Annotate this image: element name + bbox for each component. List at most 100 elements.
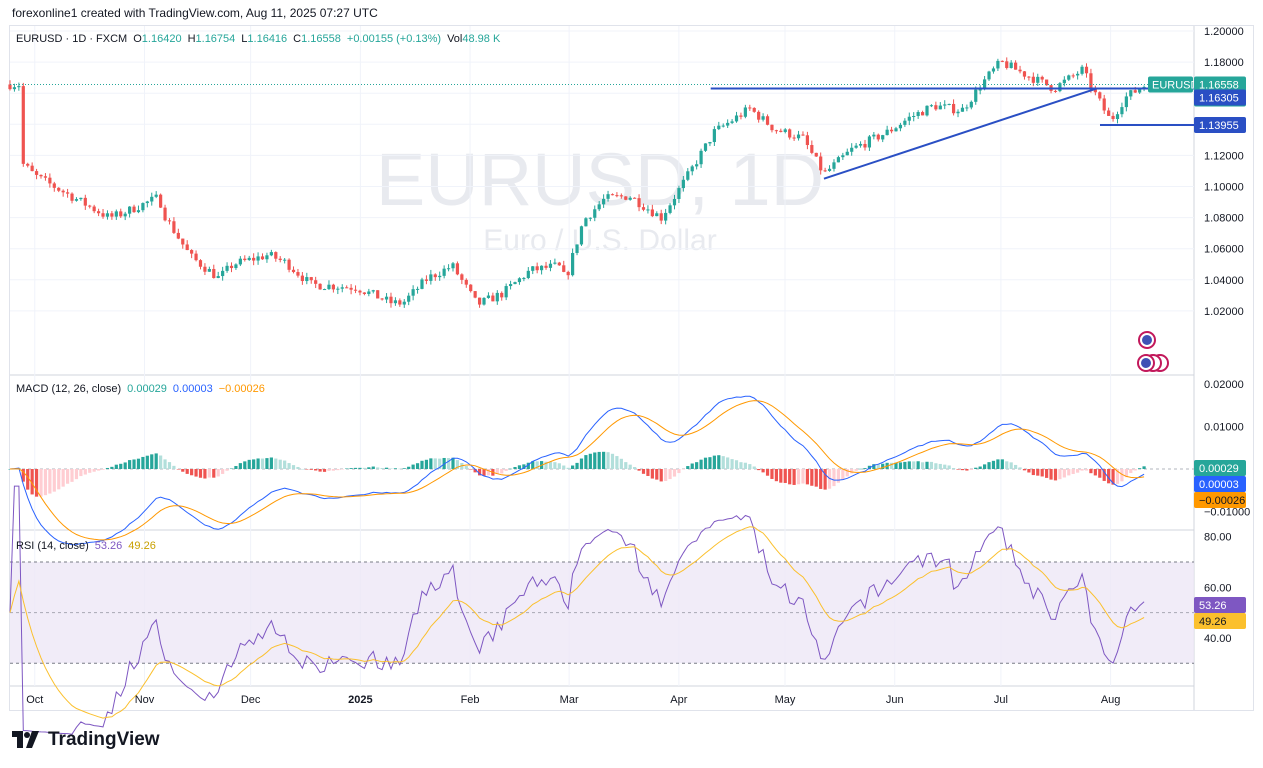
- macd-histogram-bar: [894, 462, 898, 469]
- time-tick-label: Mar: [560, 694, 579, 706]
- macd-histogram-bar: [920, 462, 925, 469]
- macd-histogram-bar: [194, 469, 198, 477]
- economic-event-icons[interactable]: [1137, 331, 1169, 372]
- macd-histogram-bar: [1142, 466, 1146, 469]
- macd-histogram-bar: [376, 467, 380, 469]
- candle-body: [805, 135, 809, 146]
- macd-histogram-bar: [110, 466, 114, 469]
- macd-histogram-bar: [88, 469, 92, 473]
- macd-histogram-bar: [991, 460, 996, 469]
- macd-histogram-bar: [562, 465, 566, 469]
- candle-body: [814, 152, 818, 157]
- macd-histogram-bar: [349, 468, 353, 469]
- candle-body: [987, 71, 991, 80]
- candle-body: [247, 257, 251, 260]
- candle-body: [225, 265, 229, 271]
- candle-body: [969, 101, 973, 108]
- candle-body: [748, 107, 752, 109]
- candle-body: [624, 196, 628, 200]
- rsi-pane: [9, 485, 1145, 735]
- macd-histogram-bar: [730, 459, 734, 469]
- candle-body: [389, 296, 393, 304]
- candle-body: [1014, 62, 1018, 70]
- macd-histogram-bar: [650, 469, 654, 479]
- candle-body: [881, 135, 885, 140]
- macd-histogram-bar: [1089, 469, 1093, 474]
- candle-body: [469, 284, 473, 292]
- candle-body: [229, 265, 234, 269]
- candle-body: [283, 259, 287, 261]
- candle-body: [1076, 73, 1080, 76]
- macd-histogram-bar: [500, 469, 504, 474]
- candle-body: [659, 213, 663, 221]
- candle-body: [708, 142, 712, 144]
- macd-histogram-bar: [1058, 469, 1062, 480]
- candle-body: [770, 124, 774, 131]
- candle-body: [916, 112, 920, 117]
- macd-histogram-bar: [207, 469, 211, 478]
- candle-body: [894, 128, 898, 132]
- candle-body: [571, 252, 575, 276]
- macd-histogram-bar: [185, 469, 189, 474]
- candle-body: [956, 111, 960, 114]
- candle-body: [1115, 114, 1120, 120]
- candle-body: [1138, 89, 1142, 93]
- macd-histogram-bar: [260, 458, 265, 469]
- candle-body: [752, 107, 756, 112]
- candle-body: [442, 268, 446, 276]
- candle-body: [677, 188, 681, 199]
- candle-body: [287, 259, 291, 270]
- candle-body: [1040, 76, 1044, 80]
- macd-histogram-bar: [836, 469, 841, 483]
- candle-body: [1053, 90, 1058, 92]
- rsi-tick-label: 80.00: [1204, 532, 1232, 544]
- candle-body: [513, 282, 517, 285]
- macd-legend: MACD (12, 26, close) 0.00029 0.00003 −0.000…: [16, 383, 271, 395]
- candle-body: [61, 190, 65, 193]
- tradingview-logo[interactable]: TradingView: [12, 729, 160, 751]
- candle-body: [796, 134, 801, 139]
- price-tick-label: 1.02000: [1204, 306, 1244, 318]
- macd-histogram-bar: [721, 456, 725, 469]
- candle-body: [119, 211, 123, 217]
- macd-histogram-bar: [969, 469, 973, 471]
- macd-histogram-bar: [469, 469, 473, 470]
- candle-body: [739, 115, 743, 117]
- candle-body: [637, 198, 641, 208]
- candle-body: [1107, 110, 1111, 116]
- macd-histogram-bar: [845, 469, 849, 477]
- candle-body: [132, 206, 136, 213]
- macd-histogram-bar: [823, 469, 827, 490]
- macd-histogram-bar: [1120, 469, 1124, 482]
- candle-body: [101, 213, 105, 217]
- candle-body: [641, 207, 646, 210]
- candle-body: [557, 262, 561, 266]
- macd-histogram-bar: [136, 458, 141, 469]
- candle-body: [376, 290, 380, 299]
- macd-histogram-bar: [119, 463, 123, 469]
- macd-histogram-bar: [708, 457, 712, 469]
- macd-histogram-bar: [504, 469, 508, 471]
- macd-histogram-bar: [526, 462, 530, 469]
- candle-body: [934, 105, 938, 110]
- macd-line-value: 0.00003: [172, 383, 213, 395]
- candle-body: [327, 284, 331, 290]
- candle-body: [788, 129, 792, 138]
- macd-histogram-bar: [283, 460, 287, 469]
- macd-histogram-bar: [482, 469, 486, 476]
- macd-histogram-bar: [291, 465, 296, 469]
- candle-body: [686, 171, 690, 180]
- legend-open: O1.16420: [133, 33, 182, 45]
- candle-body: [526, 270, 530, 279]
- symbol-tag: EURUSD: [1152, 80, 1199, 92]
- candle-body: [97, 211, 101, 214]
- candle-body: [309, 277, 313, 281]
- macd-histogram-bar: [384, 467, 389, 469]
- macd-histogram-bar: [1111, 469, 1115, 485]
- price-legend: EURUSD · 1D · FXCM O1.16420 H1.16754 L1.164…: [16, 33, 506, 45]
- candle-body: [854, 145, 858, 148]
- candle-body: [717, 125, 721, 130]
- candle-body: [991, 68, 996, 72]
- candle-body: [163, 207, 167, 221]
